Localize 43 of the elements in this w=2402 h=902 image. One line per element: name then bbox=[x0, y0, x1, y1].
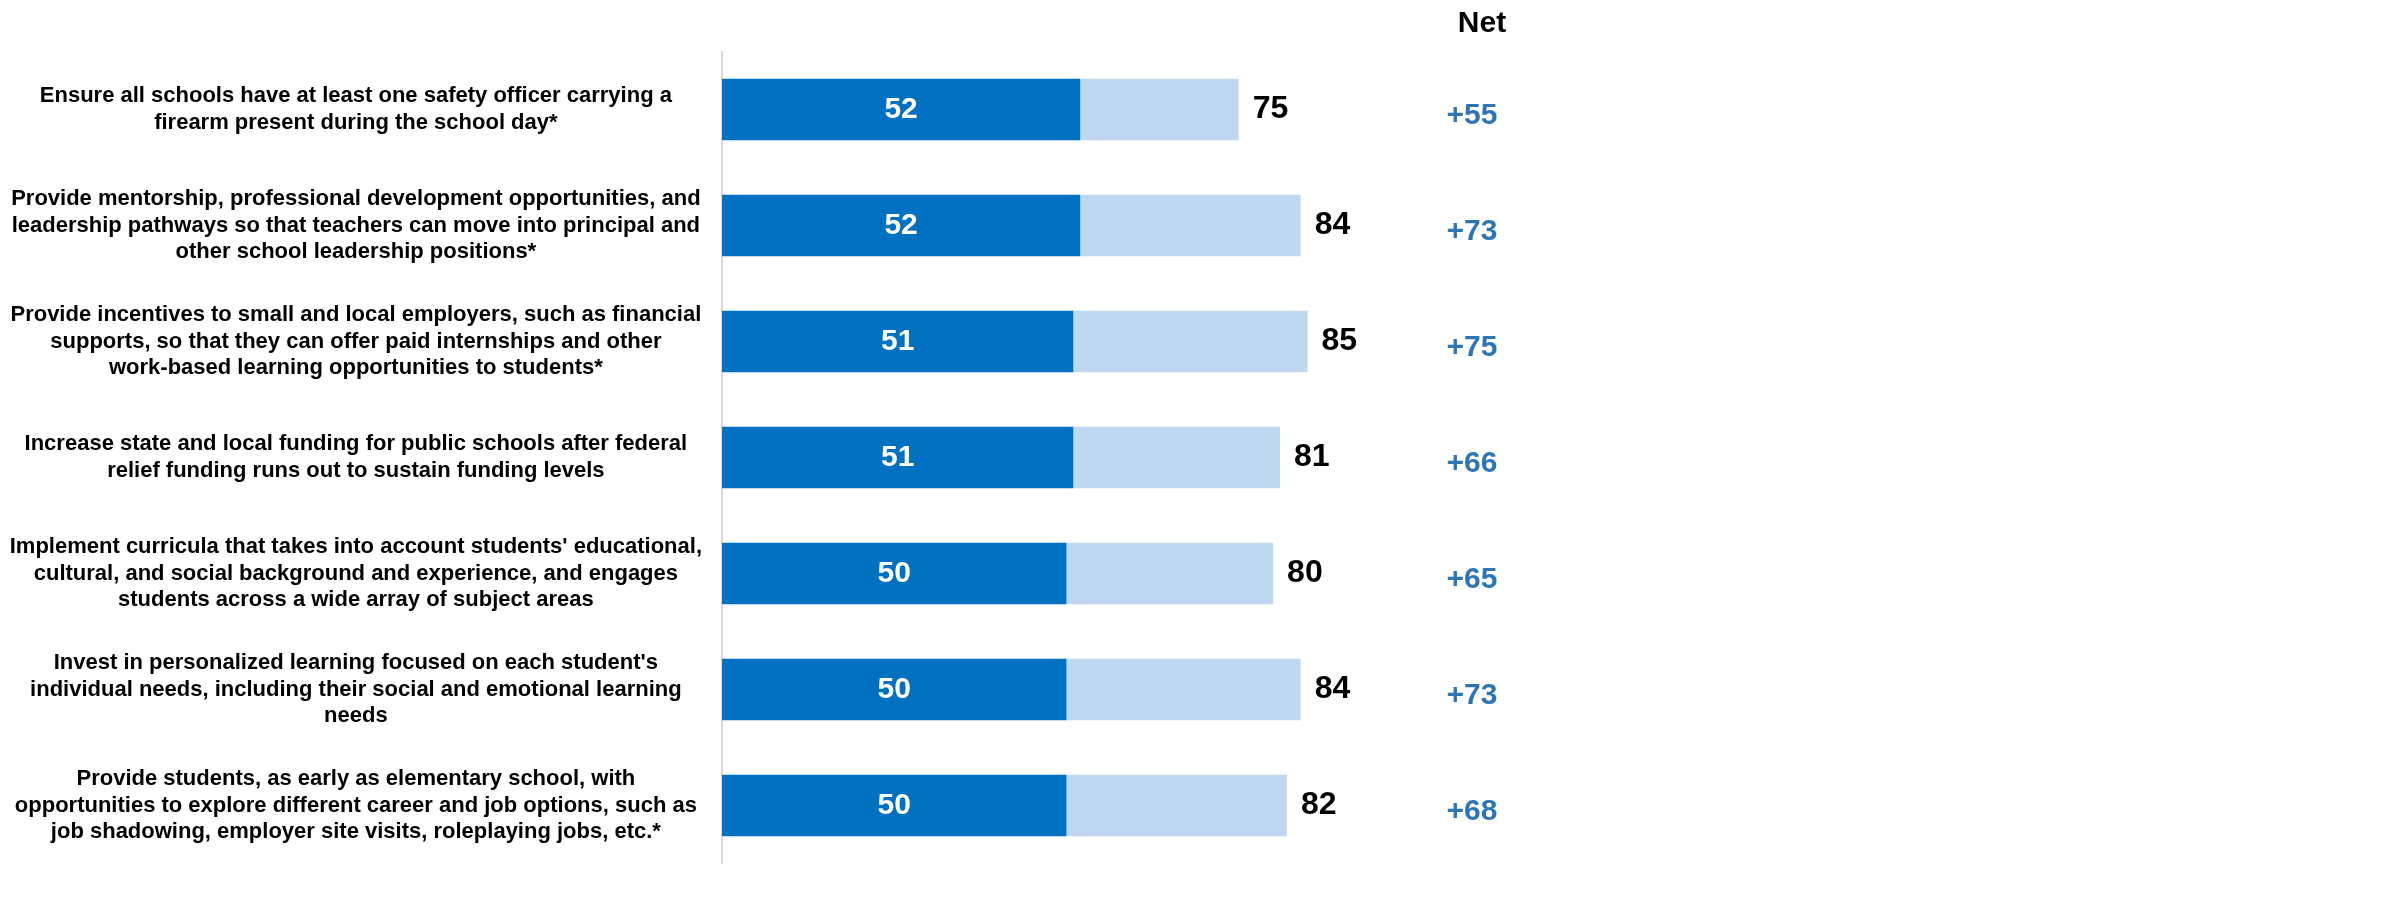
bar bbox=[1066, 774, 1287, 837]
data-label: 50 bbox=[877, 786, 911, 820]
text: +68 bbox=[1446, 792, 1498, 826]
total-label: 82 bbox=[1300, 785, 1337, 822]
data-label: 50 bbox=[877, 670, 911, 704]
y-tick-label: Implement curricula that takes into account students' educational, cultural, and social background and experience, and engages students across a wide array of subject areas bbox=[9, 533, 702, 612]
total-label: 75 bbox=[1252, 89, 1289, 126]
bar bbox=[722, 542, 1067, 605]
bar bbox=[722, 426, 1074, 489]
y-tick-label: Provide mentorship, professional development opportunities, and leadership pathways so that teachers can move into principal and other school leadership positions* bbox=[11, 185, 701, 264]
text: +75 bbox=[1446, 328, 1498, 362]
total-label: 81 bbox=[1294, 437, 1330, 474]
total-label: 84 bbox=[1314, 205, 1351, 242]
bar bbox=[722, 774, 1067, 837]
text: +65 bbox=[1446, 560, 1498, 594]
bar bbox=[1073, 426, 1280, 489]
y-tick-label: Provide students, as early as elementary school, with opportunities to explore different career and job options, such as job shadowing, employer site visits, roleplaying jobs, etc.* bbox=[14, 765, 697, 844]
bar bbox=[722, 194, 1081, 257]
bar bbox=[722, 658, 1067, 721]
data-label: 52 bbox=[884, 90, 918, 124]
text: +73 bbox=[1446, 212, 1498, 246]
y-tick-label: Provide incentives to small and local employers, such as financial supports, so that they can offer paid internships and other work-based learning opportunities to students* bbox=[10, 301, 702, 380]
data-label: 52 bbox=[884, 206, 918, 240]
data-label: 50 bbox=[877, 554, 911, 588]
bar bbox=[1073, 310, 1308, 373]
text: +55 bbox=[1446, 96, 1498, 130]
total-label: 80 bbox=[1287, 553, 1323, 590]
bar bbox=[1080, 194, 1301, 257]
bar bbox=[722, 310, 1074, 373]
bar bbox=[722, 78, 1081, 141]
data-label: 51 bbox=[880, 322, 915, 356]
text: +73 bbox=[1446, 676, 1498, 710]
y-tick-label: Invest in personalized learning focused on each student's individual needs, including their social and emotional learning needs bbox=[30, 649, 682, 728]
data-label: 51 bbox=[880, 438, 915, 472]
text: Net bbox=[1457, 5, 1507, 39]
bar bbox=[1080, 78, 1239, 141]
text: +66 bbox=[1446, 444, 1498, 478]
y-tick-label: Increase state and local funding for public schools after federal relief funding runs out to sustain funding levels bbox=[24, 430, 688, 482]
y-tick-label: Ensure all schools have at least one safety officer carrying a firearm present during the school day* bbox=[39, 82, 673, 134]
total-label: 85 bbox=[1321, 321, 1358, 358]
total-label: 84 bbox=[1314, 669, 1351, 706]
bar bbox=[1066, 542, 1274, 605]
bar bbox=[1066, 658, 1301, 721]
